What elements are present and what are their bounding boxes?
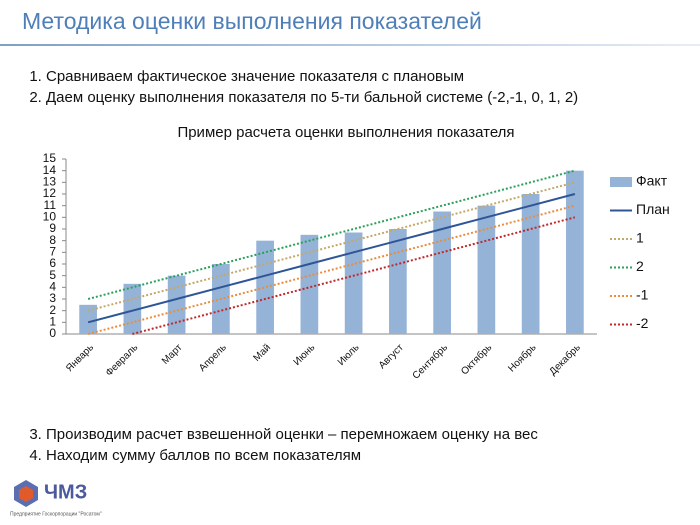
logo: ЧМЗ Предприятие Госкорпорации "Росатом": [10, 480, 102, 517]
legend-label: -1: [636, 287, 649, 303]
y-tick-label: 7: [49, 245, 56, 259]
step: Сравниваем фактическое значение показате…: [46, 68, 578, 89]
chart-title: Пример расчета оценки выполнения показат…: [177, 124, 514, 141]
legend-label: -2: [636, 315, 649, 331]
y-tick-label: 3: [49, 291, 56, 305]
x-tick-label: Октябрь: [458, 342, 494, 378]
step: Производим расчет взвешенной оценки – пе…: [46, 426, 538, 447]
y-tick-label: 0: [49, 326, 56, 340]
legend-label: 2: [636, 258, 644, 274]
y-tick-label: 11: [44, 198, 57, 212]
x-tick-label: Июнь: [292, 342, 318, 368]
bar: [300, 234, 319, 334]
x-tick-label: Ноябрь: [506, 342, 539, 375]
x-tick-label: Июль: [336, 342, 362, 368]
y-tick-label: 8: [49, 233, 56, 247]
y-tick-label: 15: [43, 151, 57, 165]
x-tick-label: Февраль: [104, 342, 141, 379]
step: Даем оценку выполнения показателя по 5-т…: [46, 89, 578, 110]
line: [87, 204, 576, 335]
x-tick-label: Апрель: [197, 342, 229, 374]
x-tick-label: Август: [377, 342, 406, 371]
logo-text: ЧМЗ: [44, 481, 87, 503]
x-tick-label: Январь: [64, 342, 96, 374]
y-tick-label: 1: [49, 315, 56, 329]
y-tick-label: 5: [49, 268, 56, 282]
steps-list: Производим расчет взвешенной оценки – пе…: [20, 426, 538, 468]
logo-caption: Предприятие Госкорпорации "Росатом": [10, 511, 102, 517]
line: [87, 181, 576, 312]
bar: [167, 275, 186, 334]
bar: [566, 170, 584, 334]
bar: [344, 232, 363, 334]
title-rule: [0, 44, 700, 46]
legend-label: План: [636, 201, 670, 217]
y-tick-label: 2: [49, 303, 56, 317]
logo-icon: [19, 486, 33, 502]
legend-label: Факт: [636, 173, 668, 189]
x-tick-label: Март: [160, 342, 185, 367]
bar: [256, 240, 274, 334]
bar: [123, 283, 142, 334]
line: [87, 193, 576, 324]
bar: [521, 194, 540, 334]
bar: [389, 229, 407, 334]
step: Находим сумму баллов по всем показателям: [46, 447, 538, 468]
bar: [477, 205, 496, 334]
line: [87, 169, 576, 300]
line: [132, 216, 576, 335]
y-tick-label: 13: [43, 175, 57, 189]
steps-list: Сравниваем фактическое значение показате…: [20, 68, 578, 110]
y-tick-label: 6: [49, 256, 56, 270]
y-tick-label: 14: [43, 163, 57, 177]
y-tick-label: 9: [49, 221, 56, 235]
y-tick-label: 10: [43, 210, 57, 224]
x-tick-label: Декабрь: [547, 342, 583, 378]
legend-label: 1: [636, 230, 644, 246]
x-tick-label: Май: [251, 342, 273, 364]
y-tick-label: 12: [43, 186, 57, 200]
bar: [79, 304, 97, 334]
x-tick-label: Сентябрь: [410, 342, 450, 382]
legend-swatch: [610, 177, 632, 187]
slide-title: Методика оценки выполнения показателей: [22, 8, 482, 34]
y-tick-label: 4: [49, 280, 56, 294]
